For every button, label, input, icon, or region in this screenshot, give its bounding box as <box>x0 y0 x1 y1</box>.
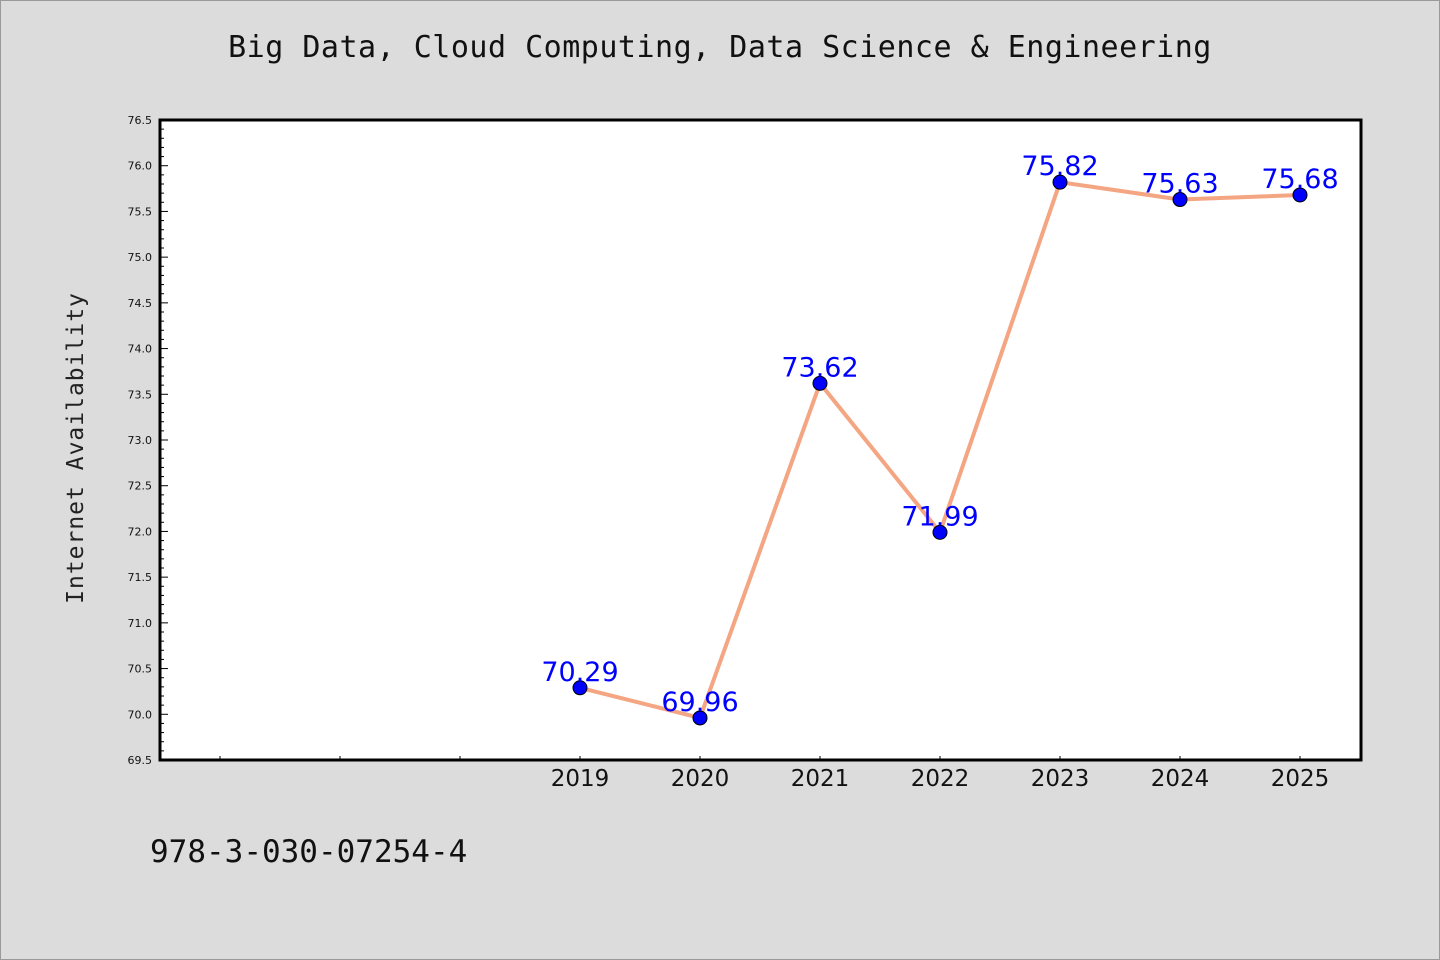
y-axis: 69.5 70.0 70.5 71.0 71.5 72.0 72.5 73.0 73.5 74.0… <box>128 114 168 767</box>
y-tick-label: 72.0 <box>128 525 153 538</box>
data-label: 71.99 <box>901 501 978 532</box>
x-tick-label: 2024 <box>1151 766 1210 792</box>
y-tick-label: 72.5 <box>128 480 153 493</box>
y-tick-label: 69.5 <box>128 754 153 767</box>
data-label: 69.96 <box>661 687 738 718</box>
data-label: 75.63 <box>1141 169 1218 200</box>
data-point <box>1052 174 1068 190</box>
x-axis: 2019 2020 2021 2022 2023 2024 2025 <box>219 756 1330 792</box>
series: 70.29 69.96 73.62 71.99 75.82 75.63 75.68 <box>541 151 1339 726</box>
data-point <box>1292 187 1308 203</box>
y-tick-label: 73.0 <box>128 434 153 447</box>
data-point <box>572 680 588 696</box>
y-tick-label: 74.0 <box>128 343 153 356</box>
x-tick-label: 2023 <box>1031 766 1090 792</box>
y-tick-label: 71.5 <box>128 571 153 584</box>
data-point <box>1172 192 1188 208</box>
y-tick-label: 76.5 <box>128 114 153 127</box>
data-label: 75.68 <box>1261 164 1338 195</box>
y-tick-label: 71.0 <box>128 617 153 630</box>
data-label: 75.82 <box>1021 151 1098 182</box>
y-tick-label: 70.0 <box>128 708 153 721</box>
footer-code: 978-3-030-07254-4 <box>150 834 468 870</box>
y-tick-label: 70.5 <box>128 663 153 676</box>
y-tick-label: 73.5 <box>128 388 153 401</box>
data-point <box>932 524 948 540</box>
y-tick-label: 74.5 <box>128 297 153 310</box>
data-point <box>692 710 708 726</box>
x-tick-label: 2021 <box>791 766 850 792</box>
chart-title: Big Data, Cloud Computing, Data Science … <box>228 30 1212 65</box>
y-tick-label: 75.5 <box>128 205 153 218</box>
x-tick-label: 2025 <box>1271 766 1330 792</box>
y-tick-label: 76.0 <box>128 160 153 173</box>
data-label: 73.62 <box>781 352 858 383</box>
y-tick-label: 75.0 <box>128 251 153 264</box>
x-tick-label: 2022 <box>911 766 970 792</box>
x-tick-label: 2019 <box>551 766 610 792</box>
plot-area <box>158 118 1363 762</box>
x-tick-label: 2020 <box>671 766 730 792</box>
data-label: 70.29 <box>541 657 618 688</box>
data-point <box>812 375 828 391</box>
